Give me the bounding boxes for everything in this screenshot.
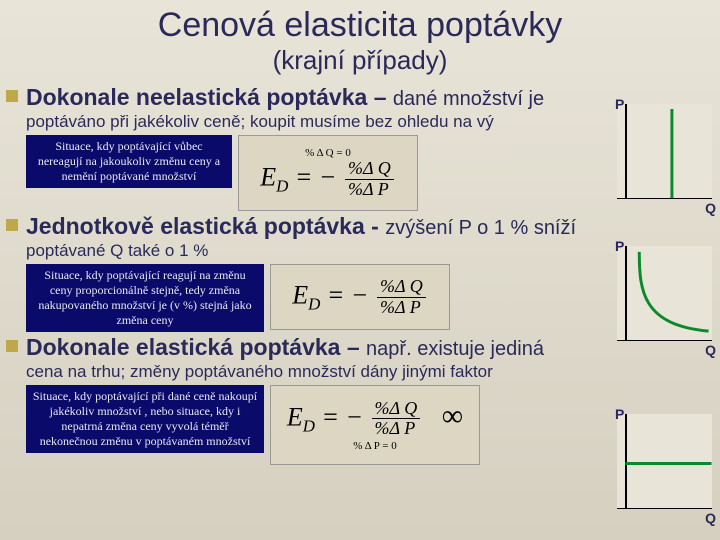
formula-main: ED = − %Δ Q%Δ P	[292, 277, 427, 318]
section-heading: Dokonale elastická poptávka – např. exis…	[0, 334, 720, 362]
section-heading: Jednotkově elastická poptávka - zvýšení …	[0, 213, 720, 241]
q-axis-label: Q	[705, 510, 716, 526]
formula-main: ED = − %Δ Q%Δ P	[260, 159, 395, 200]
formula-small: % Δ Q = 0	[305, 147, 351, 159]
mini-chart: PQ	[617, 104, 712, 199]
chart-curve-icon	[617, 246, 712, 340]
section-subtext: poptáváno při jakékoliv ceně; koupit mus…	[0, 112, 720, 132]
callout-box: Situace, kdy poptávající reagují na změn…	[26, 264, 264, 332]
section-1: Jednotkově elastická poptávka - zvýšení …	[0, 213, 720, 332]
mini-chart: PQ	[617, 246, 712, 341]
section-row: Situace, kdy poptávající při dané ceně n…	[0, 385, 720, 465]
callout-box: Situace, kdy poptávající při dané ceně n…	[26, 385, 264, 453]
formula-box: % Δ Q = 0ED = − %Δ Q%Δ P	[238, 135, 418, 211]
formula-box: ED = − %Δ Q%Δ P ∞% Δ P = 0	[270, 385, 480, 465]
bullet-icon	[6, 340, 18, 352]
q-axis-label: Q	[705, 200, 716, 216]
formula-main: ED = − %Δ Q%Δ P ∞	[287, 399, 463, 440]
chart-curve-icon	[617, 414, 712, 508]
mini-chart: PQ	[617, 414, 712, 509]
section-heading: Dokonale neelastická poptávka – dané mno…	[0, 84, 720, 112]
page-title: Cenová elasticita poptávky	[0, 0, 720, 45]
page-subtitle: (krajní případy)	[0, 45, 720, 84]
q-axis-label: Q	[705, 342, 716, 358]
section-subtext: poptávané Q také o 1 %	[0, 241, 720, 261]
bullet-icon	[6, 219, 18, 231]
section-row: Situace, kdy poptávající reagují na změn…	[0, 264, 720, 332]
callout-box: Situace, kdy poptávající vůbec nereagují…	[26, 135, 232, 188]
bullet-icon	[6, 90, 18, 102]
formula-small: % Δ P = 0	[353, 440, 396, 452]
chart-curve-icon	[617, 104, 712, 198]
section-row: Situace, kdy poptávající vůbec nereagují…	[0, 135, 720, 211]
section-0: Dokonale neelastická poptávka – dané mno…	[0, 84, 720, 211]
section-subtext: cena na trhu; změny poptávaného množství…	[0, 362, 720, 382]
section-2: Dokonale elastická poptávka – např. exis…	[0, 334, 720, 465]
formula-box: ED = − %Δ Q%Δ P	[270, 264, 450, 330]
